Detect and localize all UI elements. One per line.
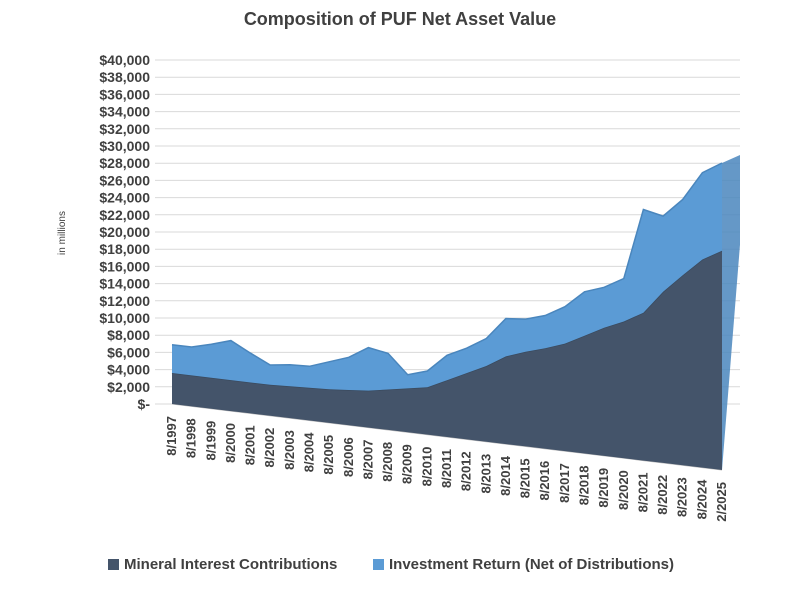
x-tick-label: 8/2000 <box>223 423 238 463</box>
legend-item-mineral: Mineral Interest Contributions <box>108 556 337 573</box>
x-tick-label: 8/2008 <box>380 442 395 482</box>
x-tick-label: 8/2001 <box>243 425 258 465</box>
x-tick-label: 2/2025 <box>714 482 729 522</box>
x-tick-label: 8/1998 <box>184 418 199 458</box>
x-tick-label: 8/2002 <box>262 428 277 468</box>
y-axis-unit-label: in millions <box>57 211 68 255</box>
area-depth-face <box>722 154 740 471</box>
area-mineral-interest <box>172 250 722 470</box>
y-tick-label: $10,000 <box>99 310 150 326</box>
x-tick-label: 8/2024 <box>694 479 709 520</box>
legend-swatch-mineral <box>108 559 119 570</box>
y-tick-label: $28,000 <box>99 155 150 171</box>
x-tick-label: 8/2018 <box>577 466 592 506</box>
x-tick-label: 8/2007 <box>360 440 375 480</box>
x-tick-label: 8/2006 <box>341 437 356 477</box>
x-tick-label: 8/1999 <box>203 421 218 461</box>
x-tick-label: 8/2011 <box>439 449 454 488</box>
y-tick-label: $16,000 <box>99 258 150 274</box>
stacked-areas <box>171 154 740 471</box>
y-tick-label: $14,000 <box>99 276 150 292</box>
y-tick-label: $24,000 <box>99 190 150 206</box>
x-tick-label: 8/2021 <box>635 473 650 513</box>
y-tick-label: $- <box>138 396 151 412</box>
x-tick-label: 8/2009 <box>400 444 415 484</box>
legend-item-investment: Investment Return (Net of Distributions) <box>373 556 674 573</box>
legend-label-mineral: Mineral Interest Contributions <box>124 556 338 573</box>
x-tick-label: 8/2016 <box>537 461 552 501</box>
y-tick-label: $38,000 <box>99 69 150 85</box>
y-axis-tick-labels: $-$2,000$4,000 $6,000$8,000$10,000$12,000… <box>99 52 150 412</box>
x-tick-label: 8/2014 <box>498 455 513 496</box>
y-tick-label: $32,000 <box>99 121 150 137</box>
y-tick-label: $26,000 <box>99 172 150 188</box>
x-tick-label: 8/1997 <box>164 416 179 456</box>
x-tick-label: 8/2017 <box>557 463 572 503</box>
x-tick-label: 8/2003 <box>282 430 297 470</box>
x-tick-label: 8/2019 <box>596 468 611 508</box>
legend-label-investment: Investment Return (Net of Distributions) <box>389 556 675 573</box>
y-tick-label: $18,000 <box>99 241 150 257</box>
y-tick-label: $30,000 <box>99 138 150 154</box>
x-tick-label: 8/2020 <box>616 470 631 510</box>
x-tick-label: 8/2005 <box>321 435 336 475</box>
x-tick-label: 8/2004 <box>302 432 317 473</box>
x-tick-label: 8/2010 <box>419 447 434 487</box>
x-axis-tick-labels: 8/1997 8/1998 8/1999 8/2000 8/2001 8/2002 8/20… <box>164 416 729 522</box>
y-tick-label: $4,000 <box>107 362 150 378</box>
y-tick-label: $22,000 <box>99 207 150 223</box>
y-tick-label: $8,000 <box>107 327 150 343</box>
area-investment-return <box>172 163 722 391</box>
y-tick-label: $36,000 <box>99 86 150 102</box>
y-tick-label: $2,000 <box>107 379 150 395</box>
y-tick-label: $20,000 <box>99 224 150 240</box>
chart-title: Composition of PUF Net Asset Value <box>243 9 557 29</box>
x-tick-label: 8/2023 <box>675 477 690 517</box>
legend-swatch-investment <box>373 559 384 570</box>
x-tick-label: 8/2012 <box>459 451 474 491</box>
x-tick-label: 8/2015 <box>518 458 533 498</box>
y-tick-label: $12,000 <box>99 293 150 309</box>
y-tick-label: $40,000 <box>99 52 150 68</box>
x-tick-label: 8/2022 <box>655 475 670 515</box>
x-tick-label: 8/2013 <box>478 454 493 494</box>
edge-investment-return <box>171 162 723 376</box>
y-tick-label: $6,000 <box>107 344 150 360</box>
y-tick-label: $34,000 <box>99 104 150 120</box>
